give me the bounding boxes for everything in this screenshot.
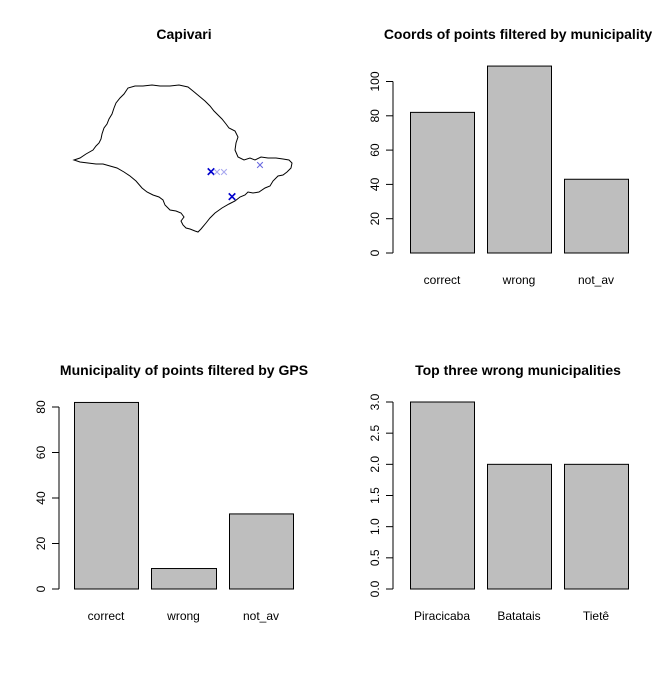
y-tick-label: 20 — [368, 212, 382, 226]
marker-x-icon: ✕ — [227, 190, 237, 204]
bar — [229, 513, 294, 590]
y-tick-label: 60 — [34, 446, 48, 460]
y-tick-label: 40 — [34, 491, 48, 505]
marker-x-icon: ✕ — [255, 160, 264, 172]
x-category-label: wrong — [166, 609, 200, 623]
y-tick-label: 100 — [368, 71, 382, 91]
y-tick-label: 0.5 — [368, 549, 382, 566]
bar — [564, 463, 629, 590]
marker-x-icon: ✕ — [206, 165, 216, 179]
x-category-label: Tietê — [583, 609, 610, 623]
y-tick-label: 2.0 — [368, 456, 382, 473]
bar-chart-municipality-by-gps: Municipality of points filtered by GPS 0… — [34, 362, 308, 623]
marker-x-icon: ✕ — [219, 167, 228, 179]
bar — [487, 463, 552, 590]
y-tick-label: 60 — [368, 143, 382, 157]
bar-chart-top-wrong-municipalities: Top three wrong municipalities 0.0 0.5 1.0… — [368, 362, 629, 623]
y-tick-label: 1.5 — [368, 487, 382, 504]
x-category-label: not_av — [243, 609, 279, 623]
y-tick-label: 0 — [368, 249, 382, 256]
x-category-label: Batatais — [497, 609, 540, 623]
y-tick-label: 40 — [368, 177, 382, 191]
chart-title: Municipality of points filtered by GPS — [60, 362, 308, 378]
y-tick-label: 80 — [368, 109, 382, 123]
y-tick-label: 3.0 — [368, 393, 382, 410]
y-tick-label: 2.5 — [368, 425, 382, 442]
y-tick-label: 0 — [34, 585, 48, 592]
state-outline — [72, 84, 293, 233]
bar — [151, 568, 217, 590]
chart-title: Top three wrong municipalities — [415, 362, 621, 378]
map-panel: Capivari ✕ ✕ ✕ ✕ ✕ — [72, 26, 293, 233]
bar — [564, 178, 629, 254]
bar — [410, 401, 475, 590]
x-category-label: correct — [88, 609, 125, 623]
bar-chart-coords-by-municipality: Coords of points filtered by municipalit… — [368, 26, 652, 287]
x-category-label: not_av — [578, 273, 614, 287]
bar — [74, 401, 139, 590]
bar — [410, 111, 475, 254]
y-tick-label: 0.0 — [368, 580, 382, 597]
marker-x-icon: ✕ — [212, 167, 221, 179]
y-tick-label: 80 — [34, 400, 48, 414]
y-tick-label: 1.0 — [368, 518, 382, 535]
y-tick-label: 20 — [34, 537, 48, 551]
x-category-label: Piracicaba — [414, 609, 470, 623]
bar — [487, 65, 552, 254]
map-markers: ✕ ✕ ✕ ✕ ✕ — [206, 160, 265, 204]
chart-title: Coords of points filtered by municipalit… — [384, 26, 653, 42]
x-category-label: correct — [424, 273, 461, 287]
map-title: Capivari — [156, 26, 211, 42]
x-category-label: wrong — [502, 273, 536, 287]
